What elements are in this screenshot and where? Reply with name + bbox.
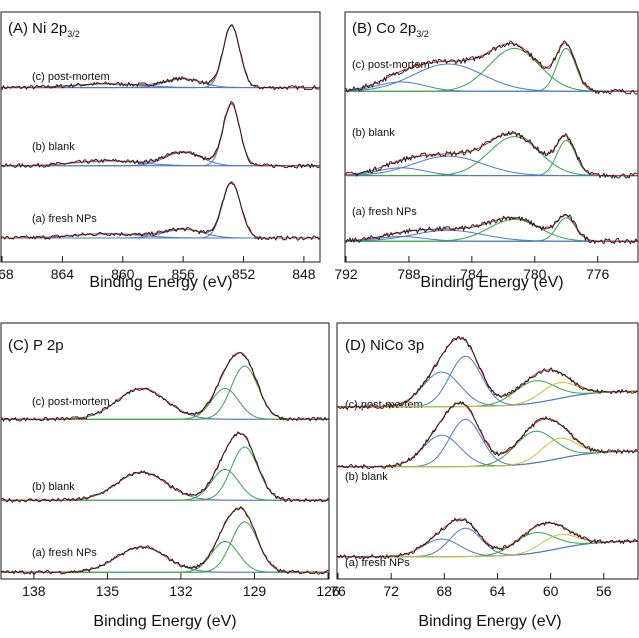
panel-d-xlabel: Binding Energy (eV): [418, 613, 561, 630]
panel-d-ticks: 76 72 68 64 60 56: [330, 573, 612, 599]
panel-c-spectrum-3-data: [1, 506, 329, 575]
panel-b-title: (B) Co 2p3/2: [352, 20, 429, 39]
panel-d-traces: [337, 336, 638, 560]
panel-c-frame: [0, 322, 330, 580]
panel-b-spectrum-2-data: [345, 130, 638, 179]
panel-a-tick-label: 856: [171, 266, 195, 282]
panel-b-traces: [345, 40, 638, 245]
panel-b-frame: [344, 11, 639, 263]
panel-c-tick-label: 132: [169, 583, 193, 599]
panel-b-ticks: 792 788 784 780 776: [334, 256, 610, 282]
panel-c-tick-label: 126: [316, 583, 340, 599]
panel-a-ticks: 868 864 860 856 852 848: [0, 256, 316, 282]
panel-d-tick-label: 64: [490, 583, 506, 599]
panel-d-spectrum-2-data: [337, 400, 638, 470]
panel-c-ticks: 138 135 132 129 126: [22, 573, 340, 599]
panel-d-frame: [336, 322, 639, 580]
panel-b-label-b: (b) blank: [352, 127, 395, 139]
panel-c-xlabel: Binding Energy (eV): [93, 613, 236, 630]
panel-a-label-c: (c) post-mortem: [32, 71, 110, 83]
panel-d-tick-label: 60: [543, 583, 559, 599]
panel-b-spectrum-3-data: [345, 213, 638, 245]
panel-c-tick-label: 138: [22, 583, 46, 599]
panel-c-spectrum-2-data: [1, 431, 329, 503]
panel-d-label-c: (c) post-mortem: [345, 399, 423, 411]
panel-a-spectrum-3-envelope: [1, 181, 320, 239]
panel-b-spectrum-1-component-2: [345, 47, 638, 92]
panel-a-tick-label: 864: [51, 266, 75, 282]
panel-d: (D) NiCo 3p (c) post-mortem (b) blank (a…: [330, 322, 639, 630]
panel-a-xlabel: Binding Energy (eV): [89, 274, 232, 291]
panel-b-label-a: (a) fresh NPs: [352, 206, 417, 218]
panel-a-label-b: (b) blank: [32, 141, 75, 153]
panel-d-tick-label: 76: [330, 583, 346, 599]
panel-b-tick-label: 776: [586, 266, 610, 282]
panel-c-tick-label: 135: [96, 583, 120, 599]
panel-b-spectrum-2-component-4: [345, 167, 638, 177]
panel-d-label-b: (b) blank: [345, 471, 388, 483]
panel-b-tick-label: 792: [334, 266, 358, 282]
panel-c-label-b: (b) blank: [32, 481, 75, 493]
panel-a-tick-label: 868: [0, 266, 14, 282]
panel-b-spectrum-1-component-4: [345, 81, 638, 92]
panel-c-label-a: (a) fresh NPs: [32, 547, 97, 559]
panel-b-spectrum-1-data: [345, 40, 638, 95]
panel-d-tick-label: 72: [383, 583, 399, 599]
panel-b-tick-label: 784: [460, 266, 484, 282]
panel-a-tick-label: 848: [292, 266, 316, 282]
panel-c: (C) P 2p (c) post-mortem (b) blank (a) f…: [0, 322, 340, 630]
panel-b: (B) Co 2p3/2 (c) post-mortem (b) blank (…: [334, 11, 639, 291]
panel-b-xlabel: Binding Energy (eV): [420, 274, 563, 291]
panel-b-tick-label: 780: [523, 266, 547, 282]
panel-d-title: (D) NiCo 3p: [345, 337, 424, 354]
panel-c-label-c: (c) post-mortem: [32, 396, 110, 408]
panel-a-spectrum-3-data: [1, 182, 320, 241]
panel-c-spectrum-1-data: [1, 351, 329, 422]
panel-c-tick-label: 129: [243, 583, 267, 599]
panel-a-title: (A) Ni 2p3/2: [8, 20, 80, 39]
panel-d-tick-label: 56: [596, 583, 612, 599]
panel-a-traces: [1, 24, 320, 241]
panel-a-frame: [0, 11, 321, 263]
panel-a-spectrum-2-data: [1, 101, 320, 169]
panel-c-traces: [1, 351, 329, 575]
panel-a-label-a: (a) fresh NPs: [32, 213, 97, 225]
panel-d-spectrum-1-data: [337, 336, 638, 410]
panel-a-tick-label: 860: [111, 266, 135, 282]
panel-d-label-a: (a) fresh NPs: [345, 557, 410, 569]
panel-a-spectrum-1-data: [1, 24, 320, 91]
panel-c-title: (C) P 2p: [8, 337, 64, 354]
panel-d-spectrum-3-data: [337, 517, 638, 560]
panel-a: (A) Ni 2p3/2 (c) post-mortem (b) blank (…: [0, 11, 321, 291]
panel-b-tick-label: 788: [397, 266, 421, 282]
panel-a-tick-label: 852: [232, 266, 256, 282]
panel-d-tick-label: 68: [437, 583, 453, 599]
